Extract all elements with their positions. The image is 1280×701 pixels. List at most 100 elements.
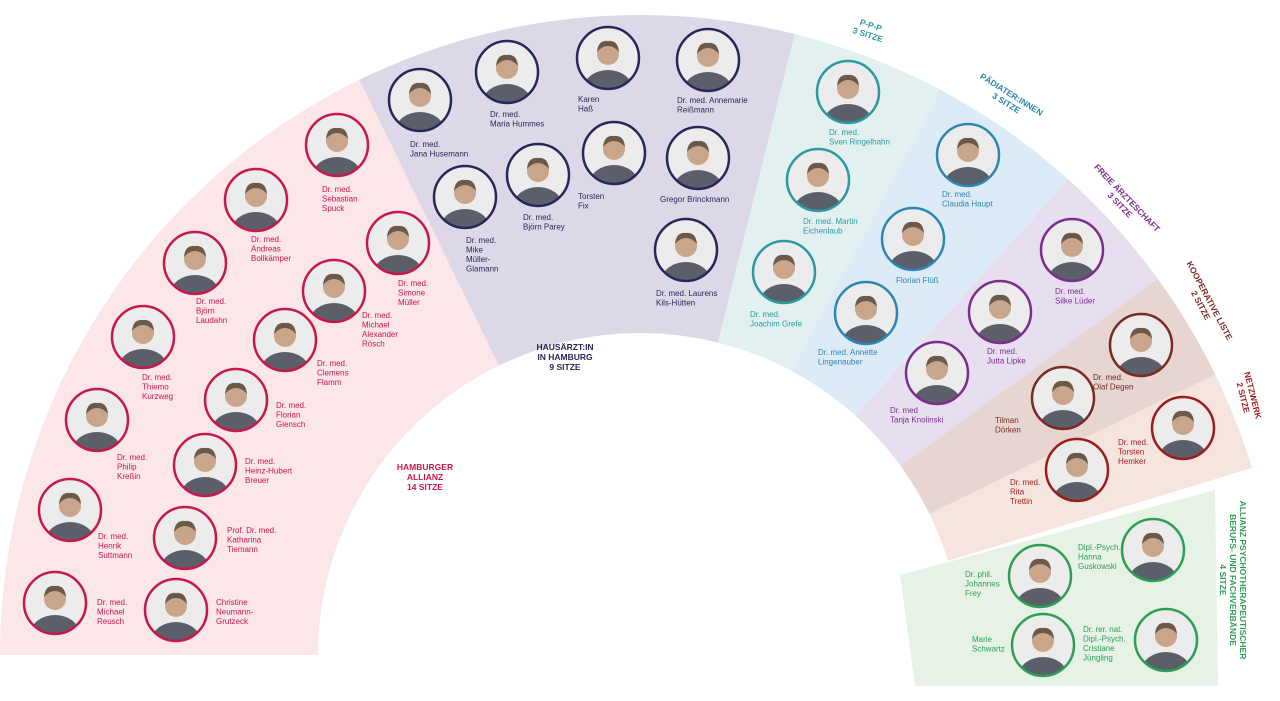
member-name: Torsten Fix [578,192,604,211]
group-label: HAMBURGER ALLIANZ 14 SITZE [397,462,453,492]
portrait-head [926,358,948,380]
portrait-hair [194,447,216,459]
portrait-hair [387,225,409,237]
photo-ring [162,230,228,296]
member-name-line: Karen [578,95,599,104]
member-name: Dr. phil. Johannes Frey [965,570,1000,598]
member-name: Marie Schwartz [972,635,1005,654]
member-photo [1007,543,1073,609]
group-label: HAUSÄRZT:IN IN HAMBURG 9 SITZE [536,342,593,372]
portrait-head [855,298,877,320]
portrait-hair [44,585,66,597]
member-name: Dr. med. Silke Lüder [1055,287,1095,306]
member-name: Dr. med. Simone Müller [398,279,428,307]
member-name-line: Dr. med [890,406,918,415]
member-name-line: Trettin [1010,497,1032,506]
portrait-hair [326,127,348,139]
portrait-head [323,276,345,298]
member-name-line: Eichenlaub [803,227,843,236]
member-name-line: Simone [398,289,426,298]
member-name: Christine Neumann-Grutzeck [216,598,254,626]
member-name: Karen Haß [578,95,599,114]
member-photo [751,239,817,305]
portrait-head [1142,535,1164,557]
member-photo [432,164,498,230]
member-name-line: Tiemann [227,545,258,554]
photo-ring [575,25,641,91]
portrait-head [387,228,409,250]
member-name-line: Dr. med. [362,311,392,320]
photo-ring [904,340,970,406]
member-name: Dr. med. Florian Giensch [276,401,306,429]
member-photo [935,122,1001,188]
portrait-hair [527,157,549,169]
photo-ring [1030,365,1096,431]
portrait-head [807,165,829,187]
member-name-line: Dr. med. [1118,438,1148,447]
portrait-hair [245,182,267,194]
group-label-line: HAUSÄRZT:IN [536,342,593,352]
member-name-line: Cristiane [1083,644,1115,653]
portrait-hair [59,492,81,504]
portrait-hair [1155,622,1177,634]
member-name: Dr. med Tanja Knolinski [890,406,944,425]
portrait-hair [496,54,518,66]
portrait-hair [855,295,877,307]
member-name-line: Dr. med. [196,297,226,306]
photo-ring [833,280,899,346]
member-name-line: Spuck [322,204,345,213]
member-photo [904,340,970,406]
member-name-line: Lingenauber [818,358,863,367]
group-label: NETZWERK2 SITZE [1233,371,1264,423]
portrait-head [989,297,1011,319]
photo-ring [252,307,318,373]
member-name: Dr. rer. nat. Dipl.-Psych. Cristiane Jüngli… [1083,625,1126,663]
photo-ring [1007,543,1073,609]
portrait-head [1066,455,1088,477]
member-name-line: Dr. med. [251,235,281,244]
photo-ring [387,67,453,133]
member-name: Dr. med. Andreas Bollkämper [251,235,291,263]
photo-ring [1120,517,1186,583]
member-name-line: Jüngling [1083,654,1113,663]
member-name: Dr. med. Michael Reusch [97,598,127,626]
member-name-line: Kurzweg [142,392,173,401]
member-photo [203,367,269,433]
member-photo [575,25,641,91]
member-photo [1010,612,1076,678]
portrait-hair [1052,380,1074,392]
photo-ring [665,125,731,191]
member-photo [1108,312,1174,378]
photo-ring [152,505,218,571]
member-name-line: Dr. med. [1055,287,1085,296]
photo-ring [110,304,176,370]
member-name: Dr. med. Torsten Hemker [1118,438,1148,466]
photo-ring [935,122,1001,188]
portrait-head [597,43,619,65]
member-name-line: Haß [578,105,593,114]
member-name-line: Glamann [466,265,498,274]
photo-ring [505,142,571,208]
member-name-line: Christine [216,598,248,607]
member-photo [653,217,719,283]
member-name-line: Dr. med. [97,598,127,607]
photo-ring [1039,217,1105,283]
member-name-line: Müller- [466,255,491,264]
member-name-line: Dipl.-Psych. [1083,635,1126,644]
portrait-hair [1029,558,1051,570]
photo-ring [1108,312,1174,378]
portrait-hair [1172,410,1194,422]
member-name-line: Dr. phil. [965,570,992,579]
photo-ring [143,577,209,643]
portrait-hair [1061,232,1083,244]
photo-ring [37,477,103,543]
member-name-line: Dörken [995,426,1021,435]
member-name: Dr. med. Joachim Grefe [750,310,803,329]
portrait-head [1061,235,1083,257]
group-label: P-P-P3 SITZE [851,16,887,45]
member-name-line: Alexander [362,330,398,339]
member-name: Dr. med. Jutta Lipke [987,347,1026,366]
portrait-head [496,57,518,79]
member-name-line: Torsten [1118,448,1144,457]
photo-ring [301,258,367,324]
